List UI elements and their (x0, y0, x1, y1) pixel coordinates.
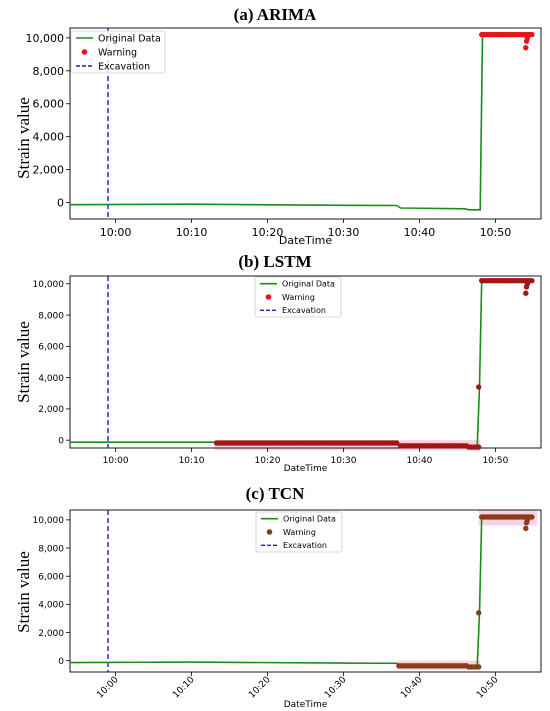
x-tick-label-lstm-3: 10:30 (331, 456, 357, 466)
legend-box-arima (70, 30, 166, 74)
axes-frame-lstm (69, 275, 542, 449)
x-tick-label-arima-1: 10:10 (176, 226, 208, 239)
y-tick-label-lstm-2: 4,000 (38, 374, 64, 384)
x-tick-label-arima-2: 10:20 (252, 226, 284, 239)
plot-area-lstm: 0 2,000 4,000 6,000 8,000 10,000 10:00 10:10 10:… (33, 275, 542, 474)
warning-point-tcn-p1 (523, 525, 529, 532)
legend-label-lstm-1: Warning (282, 293, 315, 302)
warning-point-lstm-p1 (523, 290, 529, 296)
x-tick-label-tcn-0: 10:00 (95, 675, 121, 701)
x-axis-label-lstm: DateTime (284, 464, 328, 474)
chart-title-lstm: (b) LSTM (238, 252, 312, 271)
x-tick-label-lstm-1: 10:10 (179, 456, 205, 466)
y-tick-label-lstm-1: 2,000 (38, 405, 64, 415)
plot-area-tcn: 0 2,000 4,000 6,000 8,000 10,000 10:00 10:10 10:… (33, 509, 542, 710)
legend-label-tcn-0: Original Data (283, 515, 336, 524)
series-line-arima-0 (69, 33, 534, 211)
x-tick-label-tcn-1: 10:10 (171, 675, 197, 701)
axes-frame-arima (69, 27, 542, 220)
warning-point-arima-0-23 (529, 31, 535, 38)
y-tick-label-arima-0: 0 (57, 196, 64, 209)
y-tick-label-arima-4: 8,000 (33, 65, 65, 78)
warning-point-arima-p0 (523, 45, 529, 51)
x-axis-label-arima: DateTime (279, 234, 332, 247)
y-tick-label-arima-5: 10,000 (26, 32, 65, 45)
legend-label-arima-1: Warning (98, 47, 137, 58)
y-tick-label-tcn-5: 10,000 (33, 516, 65, 526)
x-tick-label-arima-5: 10:50 (480, 226, 512, 239)
legend-box-tcn (255, 511, 343, 553)
y-tick-label-tcn-3: 6,000 (38, 572, 64, 582)
warning-point-lstm-0-82 (394, 440, 400, 446)
warning-point-tcn-p0 (476, 610, 482, 616)
warning-point-lstm-p3 (524, 281, 531, 287)
y-tick-label-lstm-5: 10,000 (33, 280, 65, 290)
y-tick-label-arima-1: 2,000 (33, 164, 65, 177)
legend-label-arima-0: Original Data (98, 33, 161, 44)
legend-label-lstm-0: Original Data (282, 280, 335, 289)
legend-label-lstm-2: Excavation (282, 306, 326, 315)
chart-title-arima: (a) ARIMA (233, 5, 317, 24)
warning-point-tcn-1-4 (476, 664, 482, 670)
warning-point-tcn-p3 (524, 517, 531, 523)
warning-point-lstm-3-23 (529, 278, 535, 284)
axes-frame-tcn (69, 509, 542, 673)
y-tick-label-arima-2: 4,000 (33, 131, 65, 144)
warning-point-lstm-p0 (476, 384, 482, 390)
x-tick-label-arima-0: 10:00 (100, 226, 132, 239)
legend-swatch-tcn-1 (266, 529, 273, 535)
x-tick-label-arima-3: 10:30 (328, 226, 360, 239)
x-axis-label-tcn: DateTime (284, 700, 328, 710)
legend-label-tcn-2: Excavation (283, 541, 327, 550)
y-tick-label-arima-3: 6,000 (33, 98, 65, 111)
legend-swatch-lstm-1 (265, 294, 272, 300)
y-tick-label-tcn-1: 2,000 (38, 629, 64, 639)
legend-box-lstm (254, 276, 342, 318)
x-tick-label-lstm-2: 10:20 (255, 456, 281, 466)
y-tick-label-tcn-2: 4,000 (38, 601, 64, 611)
plot-area-arima: 0 2,000 4,000 6,000 8,000 10,000 10:00 10:10 10:… (26, 27, 542, 247)
y-tick-label-lstm-4: 8,000 (38, 311, 64, 321)
x-tick-label-lstm-4: 10:40 (406, 456, 432, 466)
x-tick-label-lstm-0: 10:00 (103, 456, 129, 466)
y-tick-label-tcn-4: 8,000 (38, 544, 64, 554)
x-tick-label-tcn-2: 10:20 (247, 675, 273, 701)
legend-label-tcn-1: Warning (283, 528, 316, 537)
x-tick-label-tcn-5: 10:50 (475, 675, 501, 701)
x-tick-label-lstm-5: 10:50 (482, 456, 508, 466)
warning-point-arima-p2 (524, 35, 531, 41)
x-tick-label-tcn-3: 10:30 (323, 675, 349, 701)
warning-point-lstm-2-4 (476, 444, 482, 450)
legend-label-arima-2: Excavation (98, 61, 150, 72)
y-tick-label-tcn-0: 0 (58, 657, 64, 667)
y-tick-label-lstm-3: 6,000 (38, 343, 64, 353)
x-tick-label-arima-4: 10:40 (404, 226, 436, 239)
warning-point-tcn-2-23 (529, 514, 535, 520)
chart-title-tcn: (c) TCN (245, 484, 305, 503)
y-tick-label-lstm-0: 0 (58, 436, 64, 446)
x-tick-label-tcn-4: 10:40 (399, 675, 425, 701)
legend-swatch-arima-1 (81, 49, 88, 55)
